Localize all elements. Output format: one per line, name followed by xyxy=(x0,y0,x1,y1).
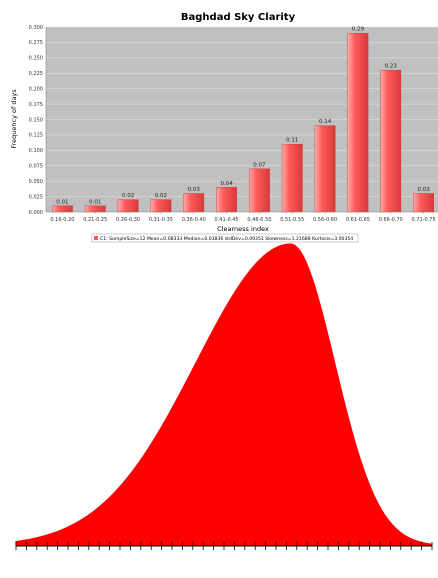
density-axis-ticks xyxy=(15,542,433,550)
bar-value-label: 0.14 xyxy=(319,119,332,125)
bar xyxy=(216,187,237,213)
x-tick-label: 0.21-0.25 xyxy=(83,217,107,223)
x-tick-label: 0.51-0.55 xyxy=(280,217,304,223)
chart-title: Baghdad Sky Clarity xyxy=(181,12,296,23)
bar-value-label: 0.29 xyxy=(352,27,365,33)
x-tick-label: 0.16-0.20 xyxy=(50,217,74,223)
bars: 0.01 0.01 0.02 0.02 0.03 0.04 0.07 0.11 0.14 0.29… xyxy=(52,27,434,213)
bar xyxy=(150,199,172,213)
bar xyxy=(249,168,270,213)
bar-value-label: 0.01 xyxy=(56,199,68,205)
y-axis-label: Frequency of days xyxy=(10,89,18,149)
bar-value-label: 0.07 xyxy=(253,162,266,168)
y-tick-label: 0.100 xyxy=(29,148,43,154)
x-tick-label: 0.71-0.75 xyxy=(412,217,436,223)
bar xyxy=(314,125,336,213)
y-tick-label: 0.250 xyxy=(29,56,43,62)
y-tick-label: 0.125 xyxy=(29,133,43,139)
x-tick-label: 0.66-0.70 xyxy=(379,217,403,223)
x-tick-label: 0.56-0.60 xyxy=(313,217,337,223)
legend-box xyxy=(91,233,359,243)
bar xyxy=(347,32,369,213)
y-tick-label: 0.200 xyxy=(29,86,43,92)
y-tick-label: 0.225 xyxy=(29,71,43,77)
density-curve xyxy=(15,243,433,547)
x-tick-label: 0.36-0.40 xyxy=(182,217,206,223)
y-tick-label: 0.175 xyxy=(29,102,43,108)
bar xyxy=(380,69,402,213)
x-tick-label: 0.26-0.30 xyxy=(116,217,140,223)
bar-value-label: 0.03 xyxy=(417,187,430,193)
bar-value-label: 0.04 xyxy=(220,181,233,187)
y-tick-label: 0.150 xyxy=(29,117,43,123)
grid-lines xyxy=(46,26,438,197)
y-tick-label: 0.075 xyxy=(29,164,43,170)
bar xyxy=(413,193,434,213)
y-tick-label: 0.275 xyxy=(29,40,43,46)
x-axis-label: Clearness index xyxy=(217,225,269,233)
y-tick-label: 0.000 xyxy=(29,210,43,216)
legend-text: C1: SampleSize=12 Mean=0.08333 Median=0.… xyxy=(100,236,353,242)
bar-value-label: 0.23 xyxy=(385,64,398,70)
bar xyxy=(117,199,139,213)
bar xyxy=(84,205,106,213)
y-tick-label: 0.050 xyxy=(29,179,43,185)
x-tick-label: 0.61-0.65 xyxy=(346,217,370,223)
bar xyxy=(281,143,303,213)
bar-value-label: 0.01 xyxy=(89,199,101,205)
y-tick-label: 0.025 xyxy=(29,194,43,200)
x-tick-label: 0.41-0.45 xyxy=(215,217,239,223)
y-tick-label: 0.300 xyxy=(29,25,43,31)
x-tick-label: 0.31-0.35 xyxy=(149,217,173,223)
bar-value-label: 0.02 xyxy=(122,193,134,199)
bar-value-label: 0.11 xyxy=(286,138,298,144)
x-tick-label: 0.46-0.50 xyxy=(247,217,271,223)
y-axis-ticks: 0.000 0.025 0.050 0.075 0.100 0.125 0.150 0.175… xyxy=(29,25,43,216)
bar xyxy=(52,205,73,213)
bar xyxy=(183,193,205,213)
legend-swatch xyxy=(94,236,98,240)
x-axis-ticks: 0.16-0.20 0.21-0.25 0.26-0.30 0.31-0.35 0.36… xyxy=(50,212,436,223)
bar-value-label: 0.03 xyxy=(188,187,201,193)
bar-value-label: 0.02 xyxy=(155,193,167,199)
